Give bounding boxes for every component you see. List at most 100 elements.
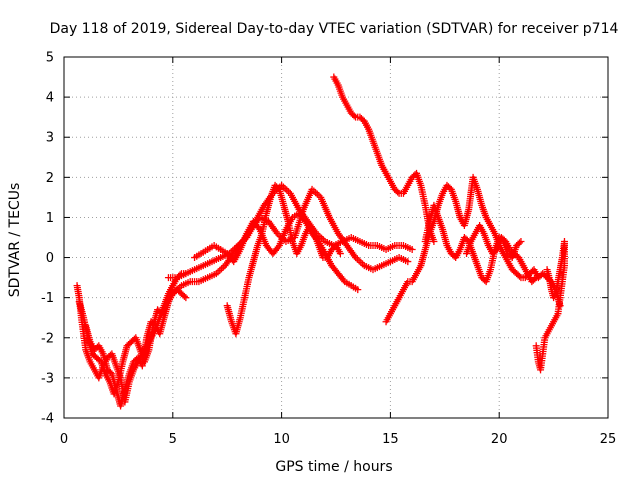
- data-trail: [105, 367, 114, 377]
- data-trail: [349, 283, 360, 292]
- y-tick-label: -2: [41, 331, 54, 346]
- data-point: [532, 274, 540, 282]
- data-trail: [510, 267, 519, 276]
- data-trail: [125, 339, 134, 348]
- data-trail: [503, 240, 513, 252]
- data-trail: [197, 275, 209, 285]
- data-trail: [188, 278, 201, 286]
- data-trail: [139, 336, 150, 368]
- data-trail: [340, 95, 350, 107]
- data-trail: [219, 247, 229, 256]
- data-trail: [327, 215, 341, 235]
- data-trail: [410, 171, 419, 180]
- data-trail: [523, 271, 532, 280]
- data-trail: [251, 219, 263, 232]
- data-trail: [479, 203, 489, 219]
- data-trail: [413, 171, 424, 187]
- data-trail: [483, 215, 493, 227]
- data-trail: [214, 263, 227, 276]
- data-trail: [417, 184, 429, 207]
- y-axis-label: SDTVAR / TECUs: [7, 183, 23, 298]
- data-trail: [210, 255, 222, 265]
- data-trail: [329, 243, 339, 252]
- data-trail: [167, 274, 179, 282]
- data-trail: [267, 183, 278, 199]
- y-axis-ticks: -4 -3 -2 -1 0 1 2 3 4 5: [41, 51, 608, 427]
- data-trail: [477, 223, 487, 235]
- data-trail: [370, 139, 381, 155]
- data-trail: [349, 110, 358, 120]
- data-trail: [206, 271, 218, 281]
- data-trail: [383, 171, 393, 183]
- data-trail: [94, 355, 104, 365]
- data-trail: [206, 243, 216, 252]
- data-trail: [131, 355, 141, 365]
- data-trail: [193, 251, 203, 260]
- series-arc-g: [223, 181, 344, 338]
- data-trail: [349, 235, 362, 245]
- series-arc-h: [330, 73, 438, 246]
- data-trail: [371, 263, 384, 273]
- data-trail: [246, 260, 257, 280]
- data-point: [182, 294, 190, 302]
- data-trail: [417, 248, 429, 268]
- data-trail: [472, 223, 483, 235]
- data-point: [336, 250, 344, 258]
- y-tick-label: 1: [46, 211, 54, 226]
- data-trail: [87, 360, 97, 372]
- data-trail: [280, 203, 292, 223]
- data-trail: [237, 296, 248, 319]
- data-point: [354, 286, 362, 294]
- data-trail: [397, 255, 410, 265]
- data-trail: [224, 304, 235, 324]
- data-trail: [453, 248, 463, 260]
- data-trail: [470, 175, 481, 191]
- data-trail: [310, 187, 323, 200]
- data-trail: [501, 252, 511, 264]
- data-trail: [148, 319, 158, 328]
- data-trail: [92, 343, 101, 352]
- data-trail: [279, 183, 293, 196]
- data-trail: [483, 268, 494, 284]
- data-trail: [353, 255, 367, 268]
- data-trail: [237, 231, 250, 252]
- data-trail: [193, 263, 205, 273]
- data-trail: [405, 175, 415, 187]
- data-trail: [179, 291, 188, 300]
- data-trail: [102, 372, 113, 384]
- data-trail: [505, 260, 515, 272]
- data-trail: [329, 263, 341, 276]
- data-trail: [344, 103, 354, 115]
- data-trail: [126, 360, 137, 376]
- data-trail: [505, 251, 515, 260]
- data-trail: [357, 115, 367, 124]
- data-trail: [546, 320, 557, 332]
- data-trail: [490, 247, 500, 256]
- data-trail: [129, 335, 138, 344]
- data-trail: [323, 239, 336, 249]
- data-trail: [180, 279, 192, 289]
- data-trail: [367, 242, 379, 250]
- data-trail: [401, 183, 411, 195]
- data-trail: [470, 252, 481, 268]
- data-point: [543, 266, 551, 274]
- x-tick-label: 0: [60, 432, 68, 447]
- data-trail: [444, 183, 454, 192]
- data-trail: [335, 271, 347, 284]
- data-trail: [544, 268, 553, 280]
- data-trail: [362, 263, 375, 273]
- data-trail: [431, 203, 442, 219]
- data-trail: [333, 244, 343, 256]
- data-trail: [380, 259, 392, 269]
- data-trail: [527, 267, 537, 276]
- data-trail: [474, 187, 485, 207]
- data-trail: [514, 271, 524, 280]
- data-trail: [531, 268, 541, 280]
- data-trail: [440, 183, 450, 195]
- data-trail: [201, 259, 214, 269]
- data-trail: [109, 352, 119, 368]
- series-arc-k: [463, 221, 540, 286]
- plot-frame: [63, 56, 609, 419]
- data-trail: [166, 292, 176, 304]
